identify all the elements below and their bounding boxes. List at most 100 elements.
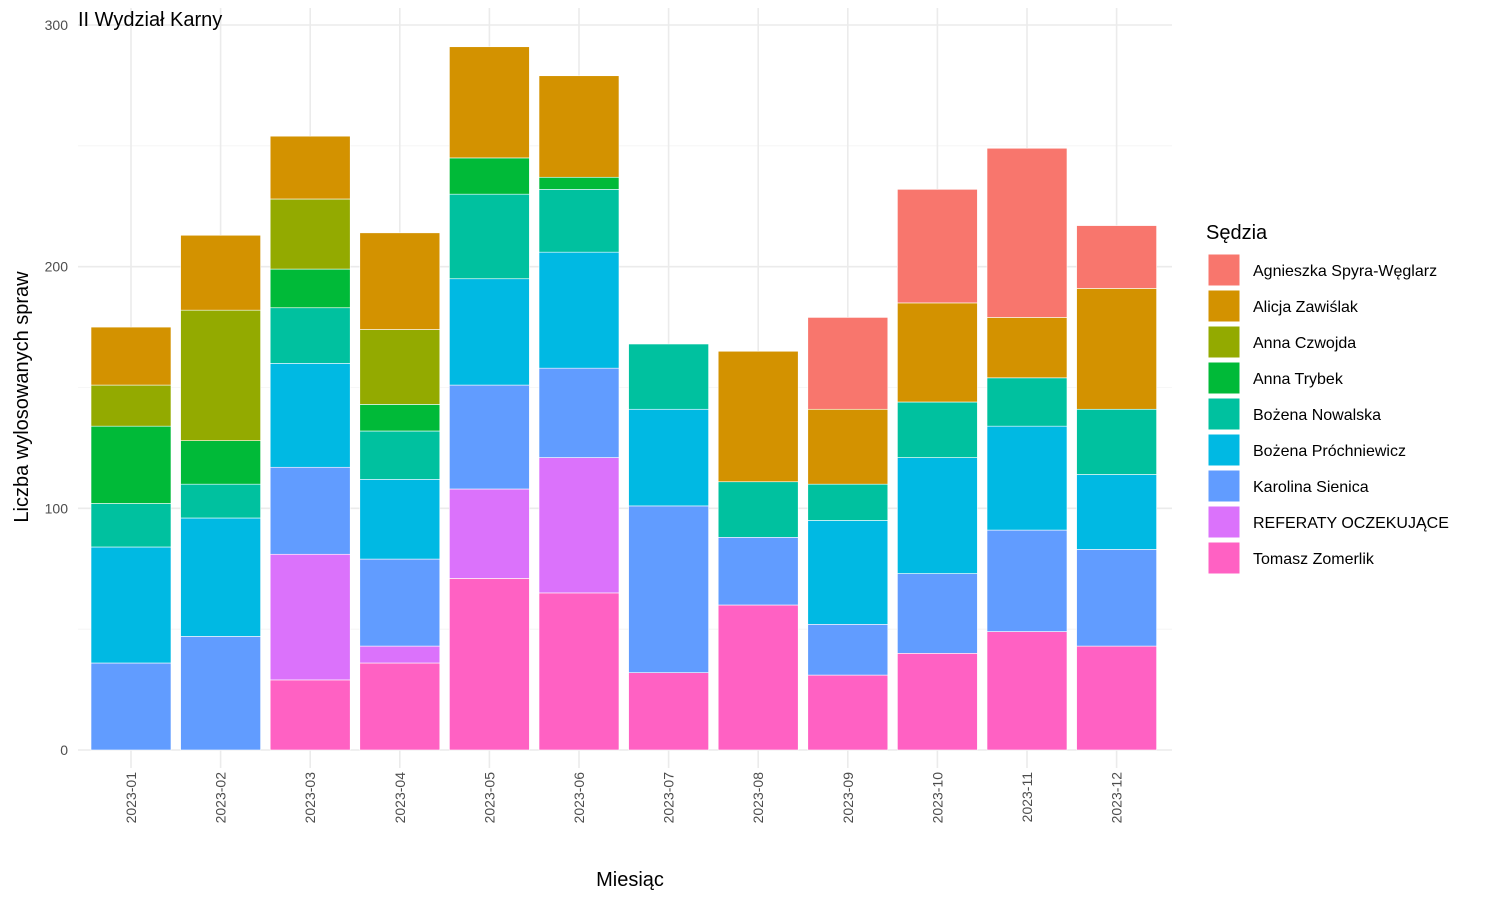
y-tick-label: 300 <box>45 17 69 33</box>
legend-key <box>1207 325 1241 359</box>
x-tick-label: 2023-08 <box>750 772 766 824</box>
bar-segment <box>269 679 351 751</box>
x-tick-label: 2023-07 <box>661 772 677 824</box>
bar-segment <box>538 75 620 178</box>
legend-label: REFERATY OCZEKUJĄCE <box>1253 515 1449 532</box>
bar-segment <box>1076 474 1157 550</box>
bar-segment <box>180 636 261 751</box>
legend-label: Bożena Nowalska <box>1253 407 1381 424</box>
bar-segment <box>1076 645 1157 751</box>
x-axis-title: Miesiąc <box>596 869 664 891</box>
bar-segment <box>717 604 799 751</box>
x-tick-label: 2023-09 <box>840 772 856 824</box>
bar-segment <box>538 592 620 751</box>
bar-segment <box>986 147 1068 318</box>
bar-segment <box>538 457 620 594</box>
bars <box>90 46 1157 751</box>
bar-segment <box>807 408 889 485</box>
bar-segment <box>269 466 351 555</box>
x-tick-label: 2023-12 <box>1109 772 1125 824</box>
bar-segment <box>628 343 709 410</box>
x-tick-label: 2023-11 <box>1019 772 1035 823</box>
x-tick-label: 2023-10 <box>929 772 945 824</box>
bar-segment <box>986 425 1068 531</box>
legend-label: Agnieszka Spyra-Węglarz <box>1253 263 1437 280</box>
legend-key <box>1207 253 1241 287</box>
bar-segment <box>986 317 1068 379</box>
bar-segment <box>359 479 441 560</box>
bar-segment <box>269 268 351 309</box>
bar-segment <box>1076 549 1157 647</box>
legend-label: Karolina Sienica <box>1253 479 1369 496</box>
legend-label: Tomasz Zomerlik <box>1253 551 1375 568</box>
y-tick-label: 200 <box>45 259 69 275</box>
y-axis-title: Liczba wylosowanych spraw <box>11 271 33 523</box>
bar-segment <box>538 176 620 190</box>
bar-segment <box>897 457 978 574</box>
bar-segment <box>897 302 978 403</box>
legend-key <box>1207 541 1241 575</box>
bar-segment <box>180 234 261 311</box>
bar-segment <box>449 193 530 280</box>
legend: Sędzia Agnieszka Spyra-Węglarz Alicja Zaw… <box>1206 222 1449 575</box>
bar-segment <box>897 401 978 458</box>
bar-segment <box>90 662 172 751</box>
x-tick-label: 2023-03 <box>302 772 318 824</box>
legend-key <box>1207 505 1241 539</box>
bar-segment <box>269 307 351 364</box>
bar-segment <box>1076 288 1157 410</box>
bar-segment <box>180 483 261 519</box>
bar-segment <box>359 329 441 405</box>
x-tick-label: 2023-01 <box>123 772 139 824</box>
bar-segment <box>449 488 530 579</box>
bar-segment <box>90 546 172 664</box>
bar-segment <box>807 624 889 676</box>
x-axis-ticks: 2023-01 2023-02 2023-03 2023-04 2023-05 2023-… <box>123 772 1125 824</box>
bar-segment <box>180 440 261 485</box>
y-tick-label: 100 <box>45 500 69 516</box>
bar-segment <box>807 317 889 410</box>
bar-segment <box>628 408 709 507</box>
bar-segment <box>807 520 889 625</box>
bar-segment <box>269 135 351 200</box>
legend-key <box>1207 289 1241 323</box>
bar-segment <box>717 481 799 538</box>
bar-segment <box>538 189 620 253</box>
y-axis-ticks: 0 100 200 300 <box>45 17 69 758</box>
bar-segment <box>90 503 172 548</box>
chart-title: II Wydział Karny <box>78 9 222 31</box>
bar-segment <box>359 645 441 664</box>
y-tick-label: 0 <box>60 742 68 758</box>
bar-segment <box>897 653 978 751</box>
bar-segment <box>449 278 530 386</box>
legend-label: Anna Trybek <box>1253 371 1344 388</box>
bar-segment <box>90 384 172 427</box>
bar-segment <box>538 251 620 369</box>
bar-segment <box>986 529 1068 632</box>
bar-segment <box>269 198 351 270</box>
bar-segment <box>1076 408 1157 475</box>
legend-key <box>1207 433 1241 467</box>
legend-key <box>1207 361 1241 395</box>
bar-segment <box>449 157 530 195</box>
x-tick-label: 2023-06 <box>571 772 587 824</box>
bar-segment <box>807 674 889 751</box>
legend-key <box>1207 469 1241 503</box>
legend-label: Alicja Zawiślak <box>1253 299 1359 316</box>
bar-segment <box>628 672 709 751</box>
legend-label: Anna Czwojda <box>1253 335 1356 352</box>
bar-segment <box>717 350 799 483</box>
x-tick-label: 2023-02 <box>213 772 229 824</box>
bar-segment <box>180 517 261 637</box>
bar-segment <box>986 377 1068 427</box>
bar-segment <box>359 404 441 432</box>
x-tick-label: 2023-04 <box>392 772 408 824</box>
bar-segment <box>628 505 709 673</box>
legend-title: Sędzia <box>1206 222 1268 244</box>
bar-segment <box>359 232 441 330</box>
bar-segment <box>717 537 799 606</box>
bar-segment <box>449 578 530 751</box>
bar-segment <box>359 430 441 480</box>
bar-segment <box>269 553 351 681</box>
